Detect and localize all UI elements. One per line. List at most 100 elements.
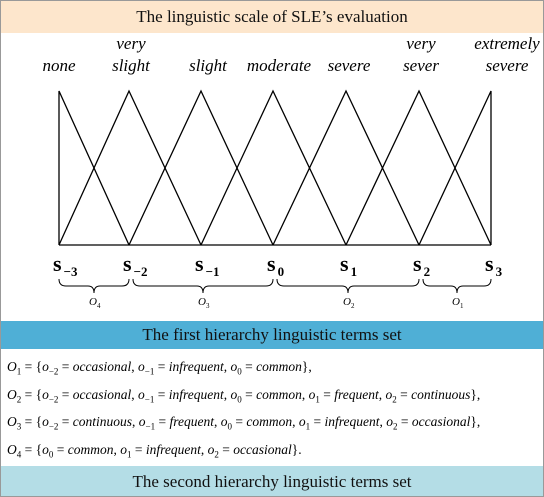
group-symbol: O xyxy=(89,296,97,308)
punctuation: , xyxy=(200,441,208,457)
scale-label: severe xyxy=(486,56,529,75)
term-word: infrequent xyxy=(168,386,224,402)
group-label: O1 xyxy=(452,296,464,310)
term-subscript: 2 xyxy=(424,264,431,279)
punctuation: = xyxy=(397,414,412,429)
term-symbol: o xyxy=(230,386,238,402)
term-word: frequent xyxy=(169,414,215,429)
term-subscript: −2 xyxy=(134,264,148,279)
punctuation: = xyxy=(58,359,73,374)
membership-line xyxy=(418,90,492,246)
section-bar: The first hierarchy linguistic terms set xyxy=(1,321,543,349)
punctuation: = xyxy=(241,359,257,374)
term-word: continuous xyxy=(411,386,471,402)
term-symbol: o xyxy=(298,414,306,429)
group-symbol: O xyxy=(452,296,460,308)
term-symbol: s xyxy=(413,251,422,276)
term-subscript: −1 xyxy=(144,366,155,377)
punctuation: , xyxy=(113,441,121,457)
punctuation: } xyxy=(470,386,477,402)
term-symbol: s xyxy=(485,251,494,276)
punctuation: , xyxy=(131,359,139,374)
group-label: O3 xyxy=(198,296,210,310)
term-subscript: 2 xyxy=(214,449,219,460)
formula-line: O2 = {o−2 = occasional, o−1 = infrequent… xyxy=(7,381,543,409)
term-symbol: s xyxy=(340,251,349,276)
term-subscript: −2 xyxy=(48,421,59,432)
punctuation: , xyxy=(131,386,139,402)
formula-list: O 1 = { o −2 = occasional, o −1 = infrequent… xyxy=(7,353,543,463)
header-title: The linguistic scale of SLE’s evaluation xyxy=(136,7,408,26)
term-word: common xyxy=(256,386,302,402)
term-word: common xyxy=(246,414,293,429)
punctuation: = xyxy=(154,359,169,374)
scale-label: very xyxy=(406,34,436,53)
membership-line xyxy=(272,89,420,246)
term-word: frequent xyxy=(334,386,379,402)
punctuation: , xyxy=(378,386,386,402)
term-subscript: 0 xyxy=(227,421,233,432)
scale-label: extremely xyxy=(474,34,540,53)
term-subscript: 0 xyxy=(237,394,242,405)
term-symbol: s xyxy=(123,251,132,276)
set-symbol: O xyxy=(7,414,17,429)
punctuation: = xyxy=(319,386,335,402)
group-subscript: 3 xyxy=(206,302,210,310)
term-symbol: s xyxy=(195,251,204,276)
term-symbol: o xyxy=(207,441,215,457)
term-word: continuous xyxy=(72,414,133,429)
line-end: . xyxy=(298,441,302,457)
group-subscript: 2 xyxy=(351,302,355,310)
header-bar: The linguistic scale of SLE’s evaluation xyxy=(1,1,543,33)
term-subscript: 0 xyxy=(278,264,285,279)
term-symbol: o xyxy=(385,386,393,402)
term-subscript: 0 xyxy=(48,449,54,460)
section-title: The second hierarchy linguistic terms se… xyxy=(132,472,412,491)
group-label: O4 xyxy=(89,296,101,310)
scale-label: severe xyxy=(328,56,371,75)
term-subscript: 1 xyxy=(126,449,132,460)
punctuation: , xyxy=(379,414,387,429)
term-symbol: s xyxy=(53,251,62,276)
term-word: occasional xyxy=(411,414,471,429)
set-subscript: 4 xyxy=(16,449,22,460)
term-subscript: 2 xyxy=(392,394,397,405)
punctuation: , xyxy=(132,414,139,429)
group-subscript: 1 xyxy=(460,302,464,310)
term-subscript: 3 xyxy=(496,264,503,279)
set-symbol: O xyxy=(7,359,17,374)
scale-label: slight xyxy=(112,56,151,75)
punctuation: = xyxy=(232,414,247,429)
term-symbol: o xyxy=(120,441,127,457)
punctuation: = xyxy=(154,386,169,402)
punctuation: = { xyxy=(21,386,43,402)
term-symbol: o xyxy=(386,414,393,429)
punctuation: = xyxy=(310,414,325,429)
term-label: s −3 xyxy=(53,251,78,279)
term-symbol: s xyxy=(267,251,276,276)
term-word: common xyxy=(67,441,114,457)
punctuation: = xyxy=(53,441,68,457)
section-title: The first hierarchy linguistic terms set xyxy=(142,325,402,344)
punctuation: , xyxy=(223,359,231,374)
term-symbol: o xyxy=(138,414,146,429)
line-end: , xyxy=(476,386,481,402)
scale-label: very xyxy=(116,34,146,53)
term-symbol: o xyxy=(42,359,49,374)
membership-line xyxy=(58,90,130,246)
term-word: occasional xyxy=(233,441,292,457)
scale-label: slight xyxy=(189,56,228,75)
brace xyxy=(58,278,130,294)
term-subscript: 0 xyxy=(237,366,242,377)
term-symbol: o xyxy=(42,441,49,457)
formula-line: O4 = {o0 = common, o1 = infrequent, o2 =… xyxy=(7,436,543,464)
term-word: common xyxy=(256,359,302,374)
line-end: , xyxy=(308,359,312,374)
punctuation: , xyxy=(214,414,221,429)
term-subscript: 1 xyxy=(351,264,358,279)
set-symbol: O xyxy=(7,386,17,402)
term-subscript: 1 xyxy=(315,394,320,405)
